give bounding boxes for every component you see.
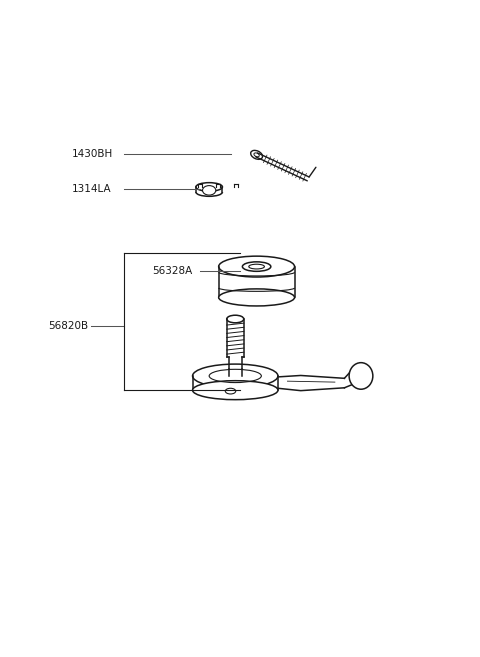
Ellipse shape [242,262,271,271]
Text: 1314LA: 1314LA [72,185,111,194]
Ellipse shape [203,185,216,195]
Ellipse shape [219,289,295,306]
Bar [219,256,295,306]
Ellipse shape [349,363,373,389]
Ellipse shape [192,380,278,399]
Ellipse shape [219,256,295,277]
Ellipse shape [196,183,222,191]
Text: 56328A: 56328A [152,265,192,276]
Text: 56820B: 56820B [48,321,88,331]
Ellipse shape [192,364,278,388]
Ellipse shape [225,388,236,394]
Ellipse shape [227,315,244,323]
Text: 1430BH: 1430BH [72,149,113,159]
